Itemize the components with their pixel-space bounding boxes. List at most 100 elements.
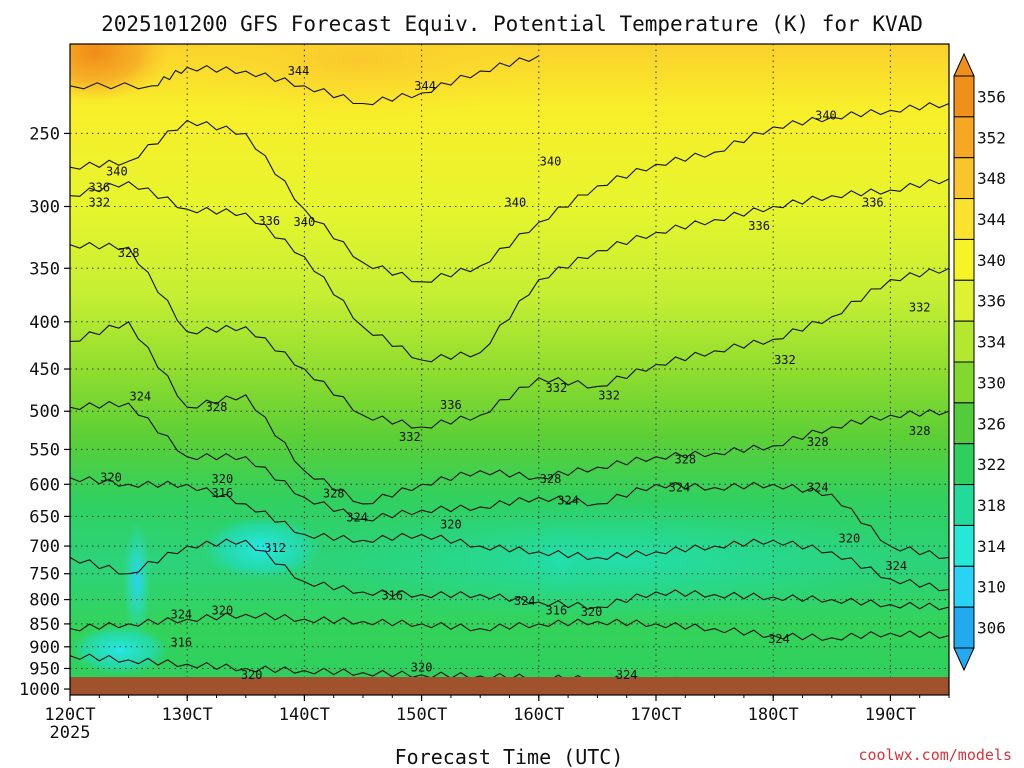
contour-label: 328 xyxy=(909,424,931,438)
x-tick-label: 150CT xyxy=(396,705,447,725)
colorbar: 356 352 348 344 340 336 334 330 326 322 318 314 310 3… xyxy=(953,52,1006,672)
contour-label: 320 xyxy=(440,517,462,531)
contour-label: 340 xyxy=(540,154,562,168)
contour-label: 344 xyxy=(414,79,436,93)
colorbar-label: 336 xyxy=(977,292,1006,311)
y-tick-label: 600 xyxy=(29,475,60,495)
contour-line-320 xyxy=(70,476,949,592)
colorbar-label: 356 xyxy=(977,87,1006,106)
y-tick-label: 950 xyxy=(29,659,60,679)
contour-label: 336 xyxy=(440,398,462,412)
colorbar-bottom-arrow xyxy=(953,647,975,672)
colorbar-label: 340 xyxy=(977,251,1006,270)
contour-line-332 xyxy=(70,241,949,429)
colorbar-swatch xyxy=(953,524,975,567)
y-tick-label: 700 xyxy=(29,537,60,557)
contour-label: 316 xyxy=(170,635,192,649)
contour-label: 328 xyxy=(118,246,140,260)
contour-label: 328 xyxy=(540,472,562,486)
contour-label: 320 xyxy=(212,472,234,486)
contour-line-328 xyxy=(70,321,949,505)
contour-label: 332 xyxy=(88,195,110,209)
colorbar-swatch xyxy=(953,279,975,322)
colorbar-label: 352 xyxy=(977,128,1006,147)
contour-label: 336 xyxy=(258,214,280,228)
y-tick-label: 550 xyxy=(29,440,60,460)
contour-label: 328 xyxy=(323,487,345,501)
x-tick-label: 160CT xyxy=(513,705,564,725)
x-tick-label: 190CT xyxy=(865,705,916,725)
contour-line-316 xyxy=(70,538,949,611)
contour-line-340 xyxy=(70,102,949,283)
contour-label: 324 xyxy=(346,511,368,525)
x-tick-label: 120CT xyxy=(44,705,95,725)
contour-label: 324 xyxy=(669,481,691,495)
contour-label: 332 xyxy=(909,301,931,315)
grid-lines xyxy=(70,44,949,677)
x-axis: 120CT 130CT 140CT 150CT 160CT 170CT 180CT 190CT xyxy=(44,695,950,725)
colorbar-swatch xyxy=(953,402,975,445)
warm-region-upper-mid xyxy=(170,44,550,120)
colorbar-swatch xyxy=(953,484,975,526)
cold-core-band xyxy=(520,525,600,595)
colorbar-swatch xyxy=(953,606,975,649)
contour-label: 328 xyxy=(206,400,228,414)
contour-label: 328 xyxy=(807,435,829,449)
contour-label: 316 xyxy=(546,603,568,617)
contour-label: 324 xyxy=(557,494,579,508)
colorbar-swatch xyxy=(953,565,975,608)
colorbar-swatch xyxy=(953,75,975,118)
colorbar-swatch xyxy=(953,320,975,363)
y-tick-label: 900 xyxy=(29,638,60,658)
colorbar-label: 326 xyxy=(977,414,1006,433)
y-tick-label: 650 xyxy=(29,507,60,527)
x-axis-title: Forecast Time (UTC) xyxy=(395,745,624,768)
contour-label: 340 xyxy=(294,215,316,229)
y-tick-label: 400 xyxy=(29,313,60,333)
y-tick-label: 350 xyxy=(29,259,60,279)
cold-core-surface xyxy=(70,625,170,675)
colorbar-label: 334 xyxy=(977,333,1006,352)
contour-line-344 xyxy=(70,55,540,106)
contour-line-324 xyxy=(70,612,949,641)
contour-label: 340 xyxy=(815,108,837,122)
contour-label: 320 xyxy=(241,668,263,682)
contour-label: 324 xyxy=(616,668,638,682)
contour-label: 320 xyxy=(212,603,234,617)
contour-label: 324 xyxy=(807,481,829,495)
colorbar-swatch xyxy=(953,238,975,281)
moist-region-mid xyxy=(320,500,920,620)
colorbar-label: 330 xyxy=(977,373,1006,392)
colorbar-swatch xyxy=(953,443,975,486)
contour-label: 316 xyxy=(381,589,403,603)
colorbar-label: 314 xyxy=(977,537,1006,556)
contour-label: 324 xyxy=(768,632,790,646)
contour-label: 320 xyxy=(839,532,861,546)
contour-lines xyxy=(70,55,949,678)
colorbar-label: 310 xyxy=(977,578,1006,597)
x-tick-label: 180CT xyxy=(748,705,799,725)
y-tick-label: 300 xyxy=(29,198,60,218)
contour-label: 332 xyxy=(546,381,568,395)
colorbar-swatch xyxy=(953,116,975,159)
y-tick-label: 800 xyxy=(29,591,60,611)
contour-label: 324 xyxy=(514,594,536,608)
y-tick-label: 500 xyxy=(29,402,60,422)
y-tick-label: 1000 xyxy=(19,680,60,700)
ground-surface xyxy=(70,677,949,695)
contour-label: 344 xyxy=(288,64,310,78)
contour-label: 332 xyxy=(598,389,620,403)
y-tick-label: 850 xyxy=(29,615,60,635)
contour-label: 324 xyxy=(170,607,192,621)
contour-label: 332 xyxy=(399,430,421,444)
colorbar-label: 306 xyxy=(977,619,1006,638)
contour-label: 336 xyxy=(862,195,884,209)
contour-label: 340 xyxy=(106,165,128,179)
contour-line-336 xyxy=(70,178,949,363)
contour-label: 336 xyxy=(748,219,770,233)
contour-label: 312 xyxy=(264,541,286,555)
contour-label: 340 xyxy=(505,195,527,209)
